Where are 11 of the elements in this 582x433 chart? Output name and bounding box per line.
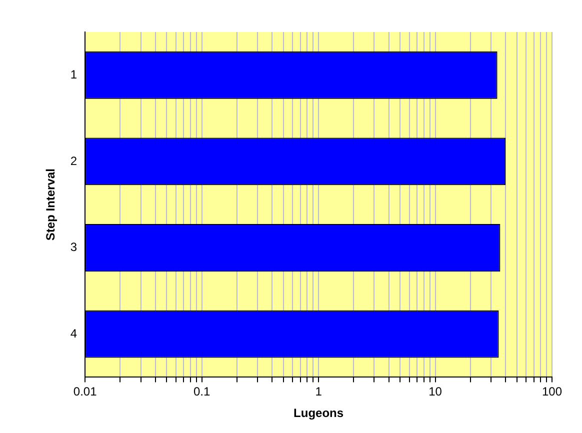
y-tick-label: 4 <box>70 326 78 340</box>
x-axis-title: Lugeons <box>294 406 344 420</box>
y-tick-label: 3 <box>70 240 78 254</box>
x-tick-label: 100 <box>542 384 562 399</box>
x-tick-label: 10 <box>428 384 442 399</box>
y-tick-label: 1 <box>70 67 78 82</box>
y-tick-label: 2 <box>70 154 78 168</box>
x-tick-label: 1 <box>315 384 322 399</box>
y-axis-title: Step Interval <box>44 168 58 241</box>
x-tick-label: 0.01 <box>73 384 98 399</box>
x-tick-label: 0.1 <box>193 384 210 399</box>
